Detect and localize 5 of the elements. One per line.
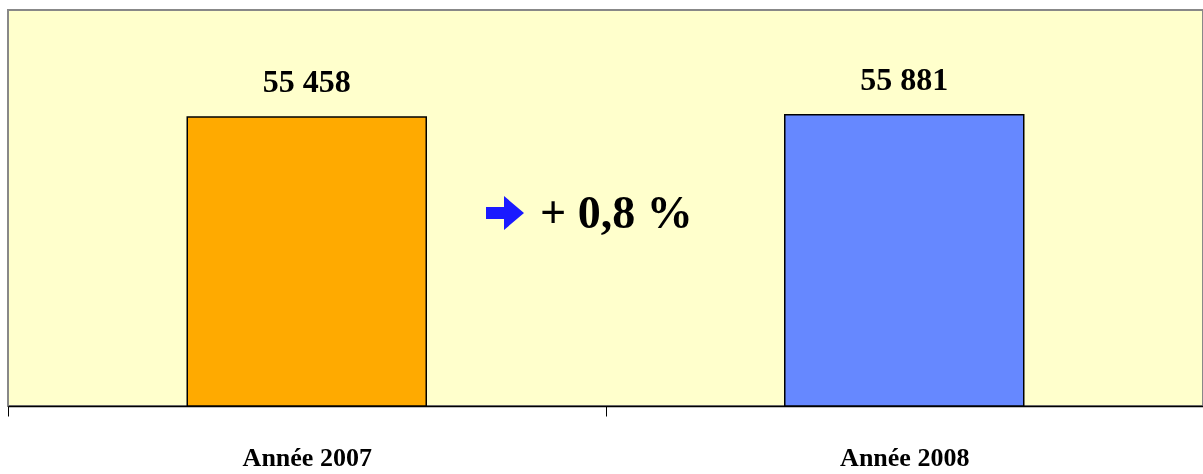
x-tick-label: Année 2007 [242, 442, 372, 472]
x-tick-label: Année 2008 [840, 442, 970, 472]
annotation: + 0,8 % [540, 186, 693, 239]
data-label: 55 881 [860, 60, 949, 97]
data-label: 55 458 [262, 63, 351, 100]
